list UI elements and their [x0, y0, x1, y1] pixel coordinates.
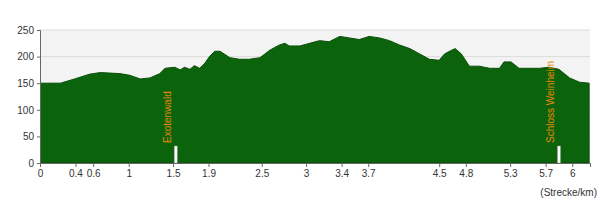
x-tick-label: 0.4 — [69, 168, 83, 179]
x-tick-mark — [439, 163, 440, 167]
x-tick: 0.6 — [87, 163, 101, 179]
chart-container: Exotenwald Schloss Weinheim 0 0.4 0.6 1 1.5 1.9… — [0, 0, 600, 200]
y-tick-mark — [37, 83, 40, 84]
x-tick-label: 1.9 — [202, 168, 216, 179]
plot: Exotenwald Schloss Weinheim 0 0.4 0.6 1 1.5 1.9… — [17, 25, 590, 179]
y-axis-line — [37, 31, 41, 164]
x-tick-mark — [546, 163, 547, 167]
x-tick-mark — [93, 163, 94, 167]
x-tick-label: 5.3 — [504, 168, 518, 179]
y-tick-label: 250 — [17, 25, 34, 36]
chart-svg: Exotenwald Schloss Weinheim 0 0.4 0.6 1 1.5 1.9… — [0, 0, 600, 200]
x-tick-label: 0.6 — [87, 168, 101, 179]
x-axis: 0 0.4 0.6 1 1.5 1.9 2.5 3 3.4 3.7 4.5 4.8 5.3 5.7 6 — [38, 163, 591, 179]
x-tick: 6 — [570, 163, 576, 179]
y-tick-mark — [37, 136, 40, 137]
y-tick-label: 100 — [17, 105, 34, 116]
y-tick-label: 50 — [23, 131, 35, 142]
y-tick: 200 — [17, 51, 40, 62]
x-tick-mark — [510, 163, 511, 167]
x-tick-label: 5.7 — [539, 168, 553, 179]
x-tick-label: 3.4 — [335, 168, 349, 179]
x-tick-label: 3.7 — [362, 168, 376, 179]
x-tick: 5.7 — [539, 163, 553, 179]
x-axis-title: (Strecke/km) — [540, 187, 597, 198]
x-tick-label: 1.5 — [167, 168, 181, 179]
y-tick-mark — [37, 30, 40, 31]
x-tick: 0.4 — [69, 163, 83, 179]
x-tick-mark — [306, 163, 307, 167]
x-tick-mark — [75, 163, 76, 167]
annotation-marker — [174, 146, 177, 163]
marks — [40, 36, 589, 163]
x-tick-mark — [466, 163, 467, 167]
x-tick: 1.5 — [167, 163, 181, 179]
annotation-marker — [557, 146, 560, 163]
y-tick: 250 — [17, 25, 40, 36]
x-tick-label: 2.5 — [255, 168, 269, 179]
x-tick: 3.4 — [335, 163, 349, 179]
x-tick: 4.5 — [433, 163, 447, 179]
y-tick-mark — [37, 163, 40, 164]
y-tick: 150 — [17, 78, 40, 89]
x-tick-mark — [209, 163, 210, 167]
x-tick-mark — [342, 163, 343, 167]
x-tick-label: 6 — [570, 168, 576, 179]
x-tick: 0 — [38, 163, 44, 179]
annotations: Exotenwald Schloss Weinheim — [162, 61, 556, 143]
x-tick-label: 3 — [304, 168, 310, 179]
x-tick-mark — [262, 163, 263, 167]
x-tick: 2.5 — [255, 163, 269, 179]
y-tick: 100 — [17, 105, 40, 116]
x-tick: 1 — [126, 163, 132, 179]
y-axis: 0 50 100 150 200 250 — [17, 25, 40, 169]
annotation-label: Exotenwald — [162, 91, 173, 143]
x-tick-label: 1 — [126, 168, 132, 179]
y-tick-mark — [37, 57, 40, 58]
y-tick-label: 150 — [17, 78, 34, 89]
x-tick-mark — [368, 163, 369, 167]
x-tick-mark — [572, 163, 573, 167]
grid-line — [40, 30, 590, 31]
x-tick: 3.7 — [362, 163, 376, 179]
x-tick-label: 4.8 — [459, 168, 473, 179]
x-axis-line — [41, 164, 591, 168]
elevation-area — [40, 36, 589, 163]
x-tick-label: 0 — [38, 168, 44, 179]
y-tick-label: 200 — [17, 51, 34, 62]
y-tick: 0 — [28, 158, 40, 169]
x-tick: 1.9 — [202, 163, 216, 179]
x-tick: 3 — [304, 163, 310, 179]
y-tick: 50 — [23, 131, 40, 142]
x-tick-mark — [129, 163, 130, 167]
annotation-label: Schloss Weinheim — [545, 61, 556, 143]
x-tick-mark — [173, 163, 174, 167]
y-tick-mark — [37, 110, 40, 111]
x-tick: 5.3 — [504, 163, 518, 179]
plot-background — [40, 30, 590, 163]
x-tick: 4.8 — [459, 163, 473, 179]
grid — [40, 30, 590, 163]
x-tick-label: 4.5 — [433, 168, 447, 179]
y-tick-label: 0 — [28, 158, 34, 169]
